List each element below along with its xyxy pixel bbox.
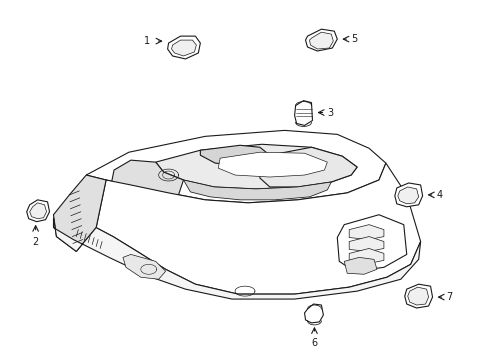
Polygon shape — [349, 248, 384, 264]
Polygon shape — [405, 284, 433, 308]
Polygon shape — [260, 147, 357, 187]
Polygon shape — [96, 163, 420, 294]
Text: 5: 5 — [351, 34, 357, 44]
Polygon shape — [200, 145, 270, 165]
Text: 3: 3 — [327, 108, 334, 117]
Polygon shape — [306, 29, 337, 51]
Text: 1: 1 — [144, 36, 150, 46]
Text: 4: 4 — [437, 190, 442, 200]
Polygon shape — [172, 40, 196, 56]
Polygon shape — [310, 32, 333, 49]
Polygon shape — [337, 215, 407, 271]
Polygon shape — [111, 160, 183, 200]
Polygon shape — [294, 100, 313, 125]
Polygon shape — [156, 144, 357, 189]
Polygon shape — [398, 187, 418, 204]
Polygon shape — [53, 175, 106, 251]
Polygon shape — [183, 180, 331, 200]
Polygon shape — [344, 257, 377, 274]
Text: 7: 7 — [446, 292, 453, 302]
Polygon shape — [123, 255, 166, 279]
Polygon shape — [218, 152, 327, 177]
Polygon shape — [86, 130, 386, 203]
Text: 6: 6 — [312, 338, 318, 348]
Polygon shape — [168, 36, 200, 59]
Polygon shape — [395, 183, 422, 207]
Polygon shape — [305, 304, 323, 323]
Polygon shape — [349, 225, 384, 239]
Polygon shape — [30, 203, 47, 219]
Polygon shape — [349, 237, 384, 251]
Polygon shape — [53, 218, 420, 299]
Polygon shape — [26, 200, 49, 222]
Text: 2: 2 — [32, 237, 39, 247]
Polygon shape — [408, 287, 429, 305]
